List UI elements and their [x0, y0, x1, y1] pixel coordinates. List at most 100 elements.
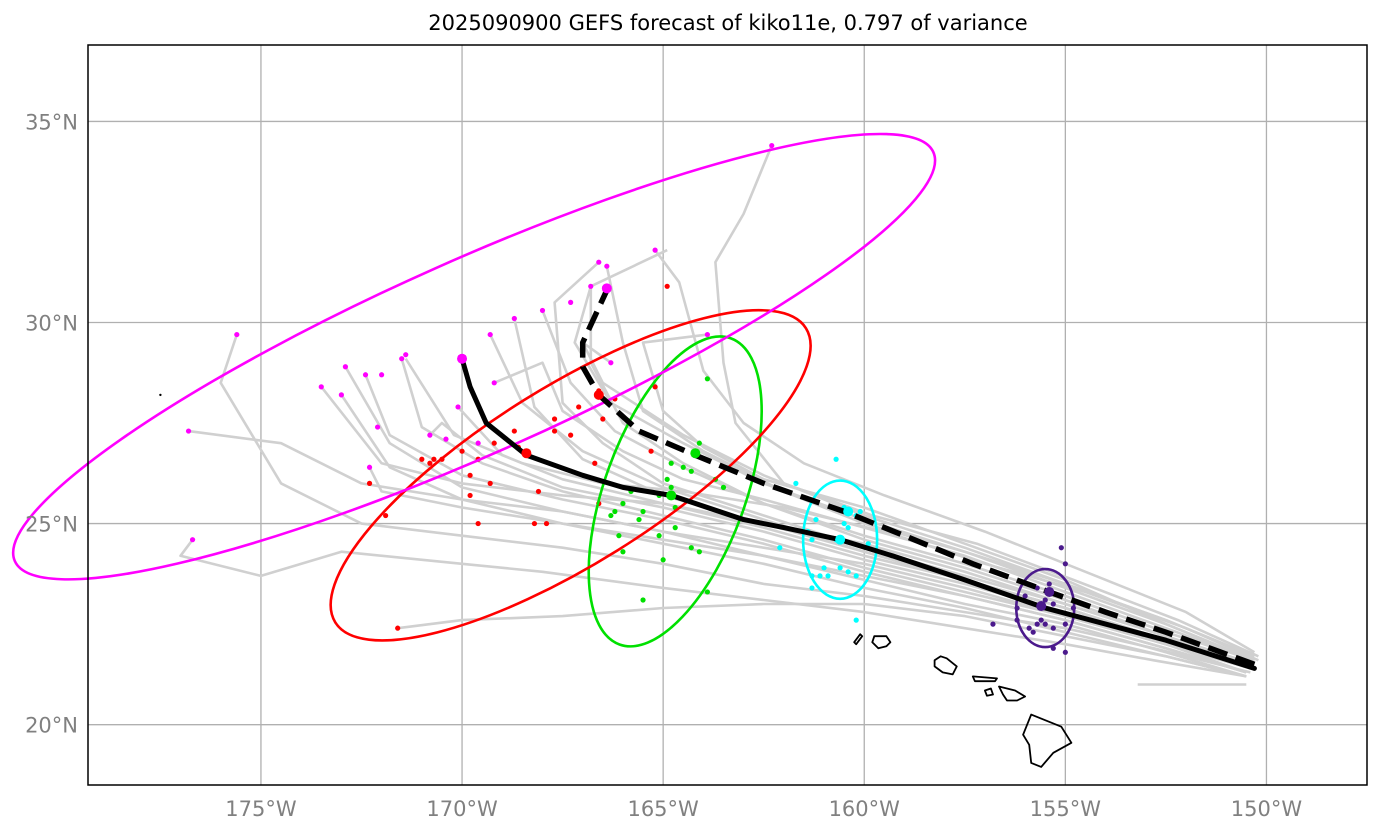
- mean-position-dashed-day1: [1044, 586, 1055, 597]
- member-point-day5: [379, 372, 385, 378]
- member-track: [553, 261, 1251, 666]
- island-outline: [1022, 713, 1073, 768]
- member-point-day2: [777, 545, 783, 551]
- member-point-day2: [813, 516, 819, 523]
- member-track: [641, 333, 1255, 662]
- member-point-day4: [467, 472, 473, 478]
- member-point-day1: [1034, 585, 1040, 591]
- member-point-day5: [475, 440, 481, 446]
- plot-frame: [87, 44, 1368, 786]
- member-point-day4: [648, 448, 654, 454]
- member-point-day1: [1050, 625, 1056, 631]
- member-point-day1: [1062, 621, 1068, 627]
- member-point-day4: [543, 520, 550, 527]
- member-point-day2: [841, 520, 847, 527]
- member-point-day5: [342, 364, 349, 370]
- member-track: [493, 361, 1255, 662]
- mean-position-solid-day1: [1036, 601, 1047, 612]
- member-point-day1: [1030, 629, 1036, 635]
- member-point-day2: [853, 617, 859, 623]
- member-point-day1: [1046, 581, 1052, 587]
- member-point-day4: [652, 384, 658, 390]
- member-track: [397, 602, 1247, 678]
- lat-tick-label: 20°N: [25, 714, 78, 738]
- member-point-day3: [664, 476, 670, 482]
- member-point-day3: [616, 533, 622, 539]
- member-track: [219, 334, 1251, 674]
- member-point-day4: [383, 512, 389, 519]
- member-point-day3: [620, 549, 626, 555]
- member-point-day3: [668, 460, 674, 466]
- spread-ellipses-layer: [11, 132, 1076, 649]
- member-point-day3: [620, 500, 626, 507]
- member-point-day4: [551, 428, 558, 434]
- lat-tick-label: 30°N: [25, 312, 78, 336]
- member-point-day5: [366, 464, 373, 470]
- member-point-day5: [234, 331, 240, 338]
- chart-title: 2025090900 GEFS forecast of kiko11e, 0.7…: [428, 11, 1028, 35]
- member-point-day2: [857, 508, 863, 515]
- member-track: [589, 248, 1255, 662]
- mean-position-solid-day5: [457, 353, 468, 364]
- member-point-day3: [656, 533, 662, 539]
- lon-tick-label: 155°W: [1030, 797, 1102, 821]
- island-outline: [998, 685, 1026, 702]
- member-point-day3: [688, 468, 694, 474]
- spread-ellipse-day3: [587, 335, 763, 648]
- member-point-day5: [539, 307, 546, 314]
- axis-labels: 175°W 170°W 165°W 160°W 155°W 150°W 35°N 30°N 25…: [25, 110, 1302, 821]
- member-point-day4: [419, 456, 425, 462]
- mean-positions-layer: [457, 283, 1055, 612]
- member-point-day2: [809, 585, 815, 591]
- member-point-day3: [720, 484, 727, 490]
- member-point-day2: [825, 573, 831, 579]
- member-point-day4: [551, 416, 558, 422]
- member-point-day5: [588, 283, 594, 289]
- mean-position-dashed-day4: [593, 389, 604, 400]
- member-point-day2: [853, 573, 859, 579]
- member-point-day1: [1058, 545, 1064, 551]
- member-point-day2: [845, 569, 851, 575]
- island-outline: [853, 633, 864, 646]
- coastline-layer: [853, 633, 1073, 768]
- lon-tick-label: 150°W: [1231, 797, 1303, 821]
- member-tracks-layer: [179, 145, 1259, 686]
- member-point-day4: [531, 520, 538, 527]
- spread-ellipse-day1: [1014, 567, 1076, 649]
- member-point-day4: [511, 428, 517, 434]
- member-point-day3: [668, 484, 674, 490]
- member-point-day5: [338, 392, 344, 398]
- member-point-day3: [680, 464, 686, 470]
- member-point-day3: [696, 440, 702, 446]
- member-track: [368, 466, 1247, 674]
- member-point-day1: [1062, 561, 1068, 567]
- member-point-day3: [704, 589, 710, 595]
- member-point-day4: [568, 432, 574, 438]
- member-point-day3: [672, 525, 678, 531]
- member-point-day5: [568, 299, 574, 305]
- mean-position-dashed-day2: [843, 506, 854, 517]
- member-point-day4: [395, 625, 401, 631]
- member-track: [457, 406, 1251, 670]
- member-point-day5: [455, 404, 461, 410]
- member-point-day5: [604, 263, 610, 269]
- member-point-day1: [1042, 597, 1048, 603]
- member-point-day2: [865, 541, 871, 547]
- member-point-day5: [427, 432, 433, 438]
- member-point-day2: [817, 573, 823, 579]
- member-point-day3: [660, 557, 666, 563]
- lon-tick-label: 175°W: [225, 797, 297, 821]
- member-point-day1: [1022, 593, 1028, 599]
- member-point-day1: [990, 621, 996, 627]
- member-point-day5: [362, 372, 369, 378]
- member-point-day4: [535, 488, 542, 495]
- member-point-day4: [475, 520, 481, 527]
- member-point-day5: [511, 315, 517, 322]
- member-point-day2: [837, 565, 843, 571]
- lat-tick-label: 35°N: [25, 110, 78, 134]
- member-point-day5: [704, 331, 710, 338]
- member-point-day5: [403, 352, 409, 358]
- mean-tracks-layer: [459, 289, 1257, 671]
- member-point-day4: [427, 460, 433, 466]
